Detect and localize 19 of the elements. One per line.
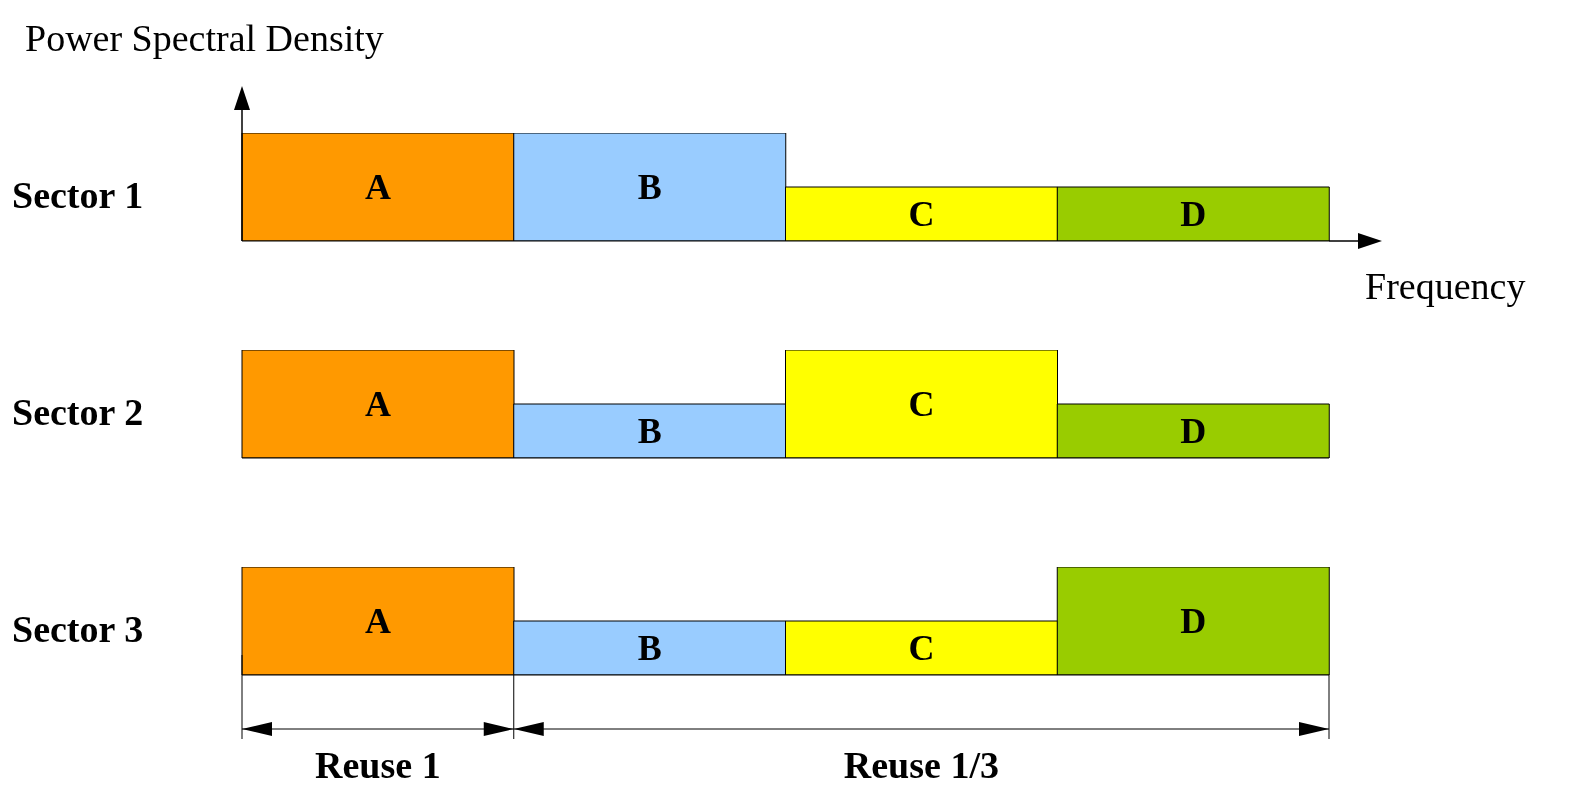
- x-tick-label: B: [637, 411, 662, 451]
- text: Sector 2: [12, 390, 144, 434]
- x-tick-label: B: [637, 628, 662, 668]
- x-tick-label: D: [1180, 411, 1207, 451]
- x-tick-label: A: [365, 384, 391, 424]
- text: Sector 3: [12, 607, 144, 651]
- x-tick-label: B: [637, 167, 662, 207]
- x-axis-title: Frequency: [1365, 264, 1526, 308]
- x-tick-label: A: [365, 601, 391, 641]
- x-tick-label: A: [365, 167, 391, 207]
- text: Reuse 1: [314, 743, 442, 787]
- text: Reuse 1/3: [842, 743, 1000, 787]
- x-tick-label: C: [908, 384, 935, 424]
- x-tick-label: C: [908, 628, 935, 668]
- x-tick-label: C: [908, 194, 935, 234]
- text: Sector 1: [12, 173, 144, 217]
- y-axis-title: Power Spectral Density: [25, 16, 384, 60]
- x-tick-label: D: [1180, 194, 1207, 234]
- x-tick-label: D: [1180, 601, 1207, 641]
